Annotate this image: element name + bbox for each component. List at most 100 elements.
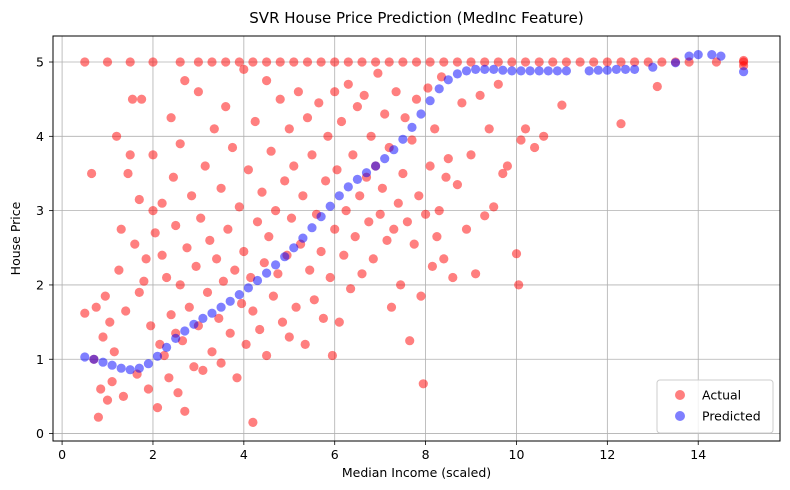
point-actual — [80, 308, 90, 318]
point-actual — [421, 209, 431, 219]
point-actual — [382, 235, 392, 245]
point-actual — [398, 168, 408, 179]
point-predicted — [280, 252, 290, 262]
point-actual — [166, 113, 176, 123]
point-actual — [323, 131, 333, 141]
point-actual — [96, 384, 106, 394]
x-tick-label: 12 — [599, 447, 615, 462]
point-actual — [489, 202, 499, 212]
point-actual — [318, 313, 328, 323]
point-actual — [139, 276, 149, 286]
point-predicted — [380, 154, 390, 164]
point-actual — [150, 228, 160, 238]
point-actual — [350, 232, 360, 242]
point-actual — [309, 295, 319, 305]
point-actual — [221, 57, 231, 67]
point-actual — [411, 94, 422, 104]
point-predicted — [525, 66, 535, 76]
point-actual — [209, 124, 219, 134]
y-tick-label: 5 — [36, 55, 44, 70]
point-actual — [93, 412, 103, 422]
point-actual — [146, 321, 156, 331]
point-actual — [214, 313, 224, 323]
point-actual — [289, 161, 299, 171]
point-actual — [332, 165, 342, 175]
point-actual — [202, 287, 213, 297]
point-actual — [423, 83, 433, 93]
point-actual — [336, 116, 347, 127]
point-predicted — [498, 65, 508, 75]
point-actual — [141, 254, 151, 264]
point-actual — [557, 100, 567, 110]
plot-frame — [52, 35, 781, 442]
point-predicted — [162, 342, 172, 352]
point-actual — [127, 94, 138, 104]
point-actual — [302, 113, 313, 123]
point-actual — [157, 198, 167, 208]
point-actual — [427, 261, 437, 271]
point-actual — [268, 291, 278, 301]
point-actual — [414, 191, 424, 201]
point-actual — [364, 217, 374, 227]
point-predicted — [243, 283, 253, 293]
point-actual — [273, 269, 283, 279]
point-predicted — [180, 326, 190, 336]
point-actual — [225, 328, 235, 338]
y-axis-label: House Price — [8, 201, 23, 275]
point-actual — [175, 139, 185, 149]
point-actual — [516, 135, 526, 145]
point-predicted — [416, 109, 426, 119]
point-actual — [239, 64, 249, 74]
point-actual — [539, 131, 549, 141]
point-actual — [112, 131, 122, 141]
point-actual — [200, 161, 210, 171]
point-actual — [114, 265, 124, 275]
legend-box — [656, 379, 774, 434]
point-actual — [286, 213, 297, 223]
point-actual — [189, 362, 199, 372]
point-actual — [180, 406, 190, 416]
point-actual — [293, 87, 303, 97]
x-tick-label: 10 — [509, 447, 525, 462]
point-predicted — [152, 351, 163, 361]
point-predicted — [630, 64, 640, 74]
point-actual — [262, 76, 272, 86]
point-actual — [407, 135, 417, 145]
point-predicted — [471, 64, 481, 74]
point-actual — [480, 211, 490, 221]
point-actual — [739, 55, 749, 66]
point-actual — [330, 224, 340, 234]
point-actual — [180, 76, 190, 86]
point-actual — [330, 87, 340, 97]
x-tick-label: 2 — [149, 447, 157, 462]
point-actual — [107, 377, 117, 387]
point-actual — [175, 280, 185, 290]
point-actual — [125, 57, 135, 67]
point-predicted — [648, 62, 658, 72]
point-actual — [252, 217, 263, 227]
point-actual — [98, 332, 108, 342]
point-actual — [87, 168, 97, 179]
point-actual — [534, 57, 544, 67]
point-actual — [193, 57, 203, 67]
point-actual — [377, 183, 387, 193]
point-actual — [357, 57, 367, 67]
point-actual — [352, 102, 362, 112]
point-actual — [109, 347, 119, 357]
point-predicted — [443, 75, 453, 85]
point-actual — [561, 57, 572, 67]
point-predicted — [593, 65, 603, 75]
point-actual — [207, 347, 217, 357]
point-actual — [366, 131, 376, 141]
point-actual — [248, 306, 258, 316]
point-actual — [187, 191, 197, 201]
point-actual — [198, 365, 208, 375]
point-actual — [314, 98, 324, 108]
point-actual — [116, 224, 126, 234]
point-actual — [218, 276, 228, 286]
point-predicted — [507, 66, 517, 76]
point-predicted — [198, 313, 208, 323]
point-actual — [375, 209, 385, 219]
point-predicted — [189, 319, 199, 329]
